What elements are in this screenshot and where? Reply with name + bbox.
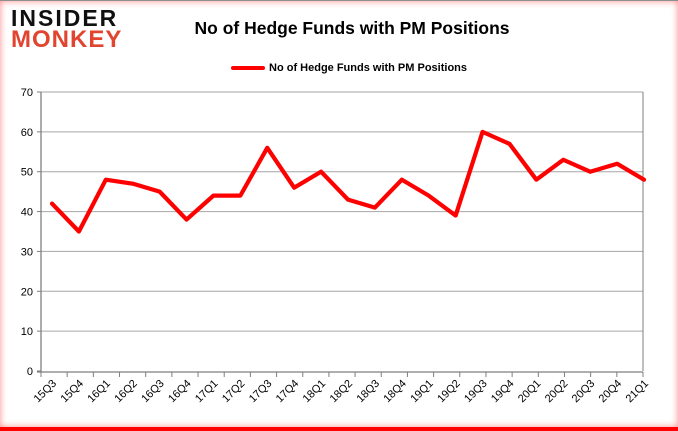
svg-text:20Q2: 20Q2	[543, 378, 571, 406]
svg-text:19Q1: 19Q1	[408, 378, 436, 406]
svg-text:16Q4: 16Q4	[166, 378, 194, 406]
svg-text:16Q1: 16Q1	[85, 378, 113, 406]
svg-text:16Q3: 16Q3	[139, 378, 167, 406]
svg-text:70: 70	[21, 87, 33, 99]
svg-text:30: 30	[21, 246, 33, 258]
svg-text:18Q2: 18Q2	[328, 378, 356, 406]
legend-line-swatch	[231, 66, 265, 70]
svg-text:50: 50	[21, 167, 33, 179]
logo-insider-text: INSIDER	[11, 5, 119, 31]
legend-label: No of Hedge Funds with PM Positions	[269, 62, 467, 74]
svg-text:19Q3: 19Q3	[462, 378, 490, 406]
svg-text:17Q3: 17Q3	[247, 378, 275, 406]
svg-text:17Q4: 17Q4	[274, 378, 302, 406]
svg-text:19Q4: 19Q4	[489, 378, 517, 406]
svg-text:60: 60	[21, 127, 33, 139]
svg-text:10: 10	[21, 326, 33, 338]
logo-monkey-text: MONKEY	[11, 26, 123, 54]
svg-text:21Q1: 21Q1	[624, 378, 652, 406]
svg-text:20: 20	[21, 286, 33, 298]
insider-monkey-logo: INSIDER MONKEY	[11, 5, 123, 54]
svg-text:19Q2: 19Q2	[435, 378, 463, 406]
svg-text:18Q4: 18Q4	[381, 378, 409, 406]
svg-text:15Q3: 15Q3	[32, 378, 60, 406]
svg-text:17Q1: 17Q1	[193, 378, 221, 406]
svg-text:0: 0	[27, 366, 33, 378]
svg-text:17Q2: 17Q2	[220, 378, 248, 406]
svg-text:15Q4: 15Q4	[59, 378, 87, 406]
svg-text:18Q1: 18Q1	[301, 378, 329, 406]
svg-text:20Q1: 20Q1	[516, 378, 544, 406]
svg-text:16Q2: 16Q2	[112, 378, 140, 406]
svg-text:20Q4: 20Q4	[597, 378, 625, 406]
svg-text:40: 40	[21, 207, 33, 219]
chart-title: No of Hedge Funds with PM Positions	[194, 18, 510, 38]
svg-text:20Q3: 20Q3	[570, 378, 598, 406]
svg-text:18Q3: 18Q3	[355, 378, 383, 406]
legend: No of Hedge Funds with PM Positions	[0, 57, 678, 75]
